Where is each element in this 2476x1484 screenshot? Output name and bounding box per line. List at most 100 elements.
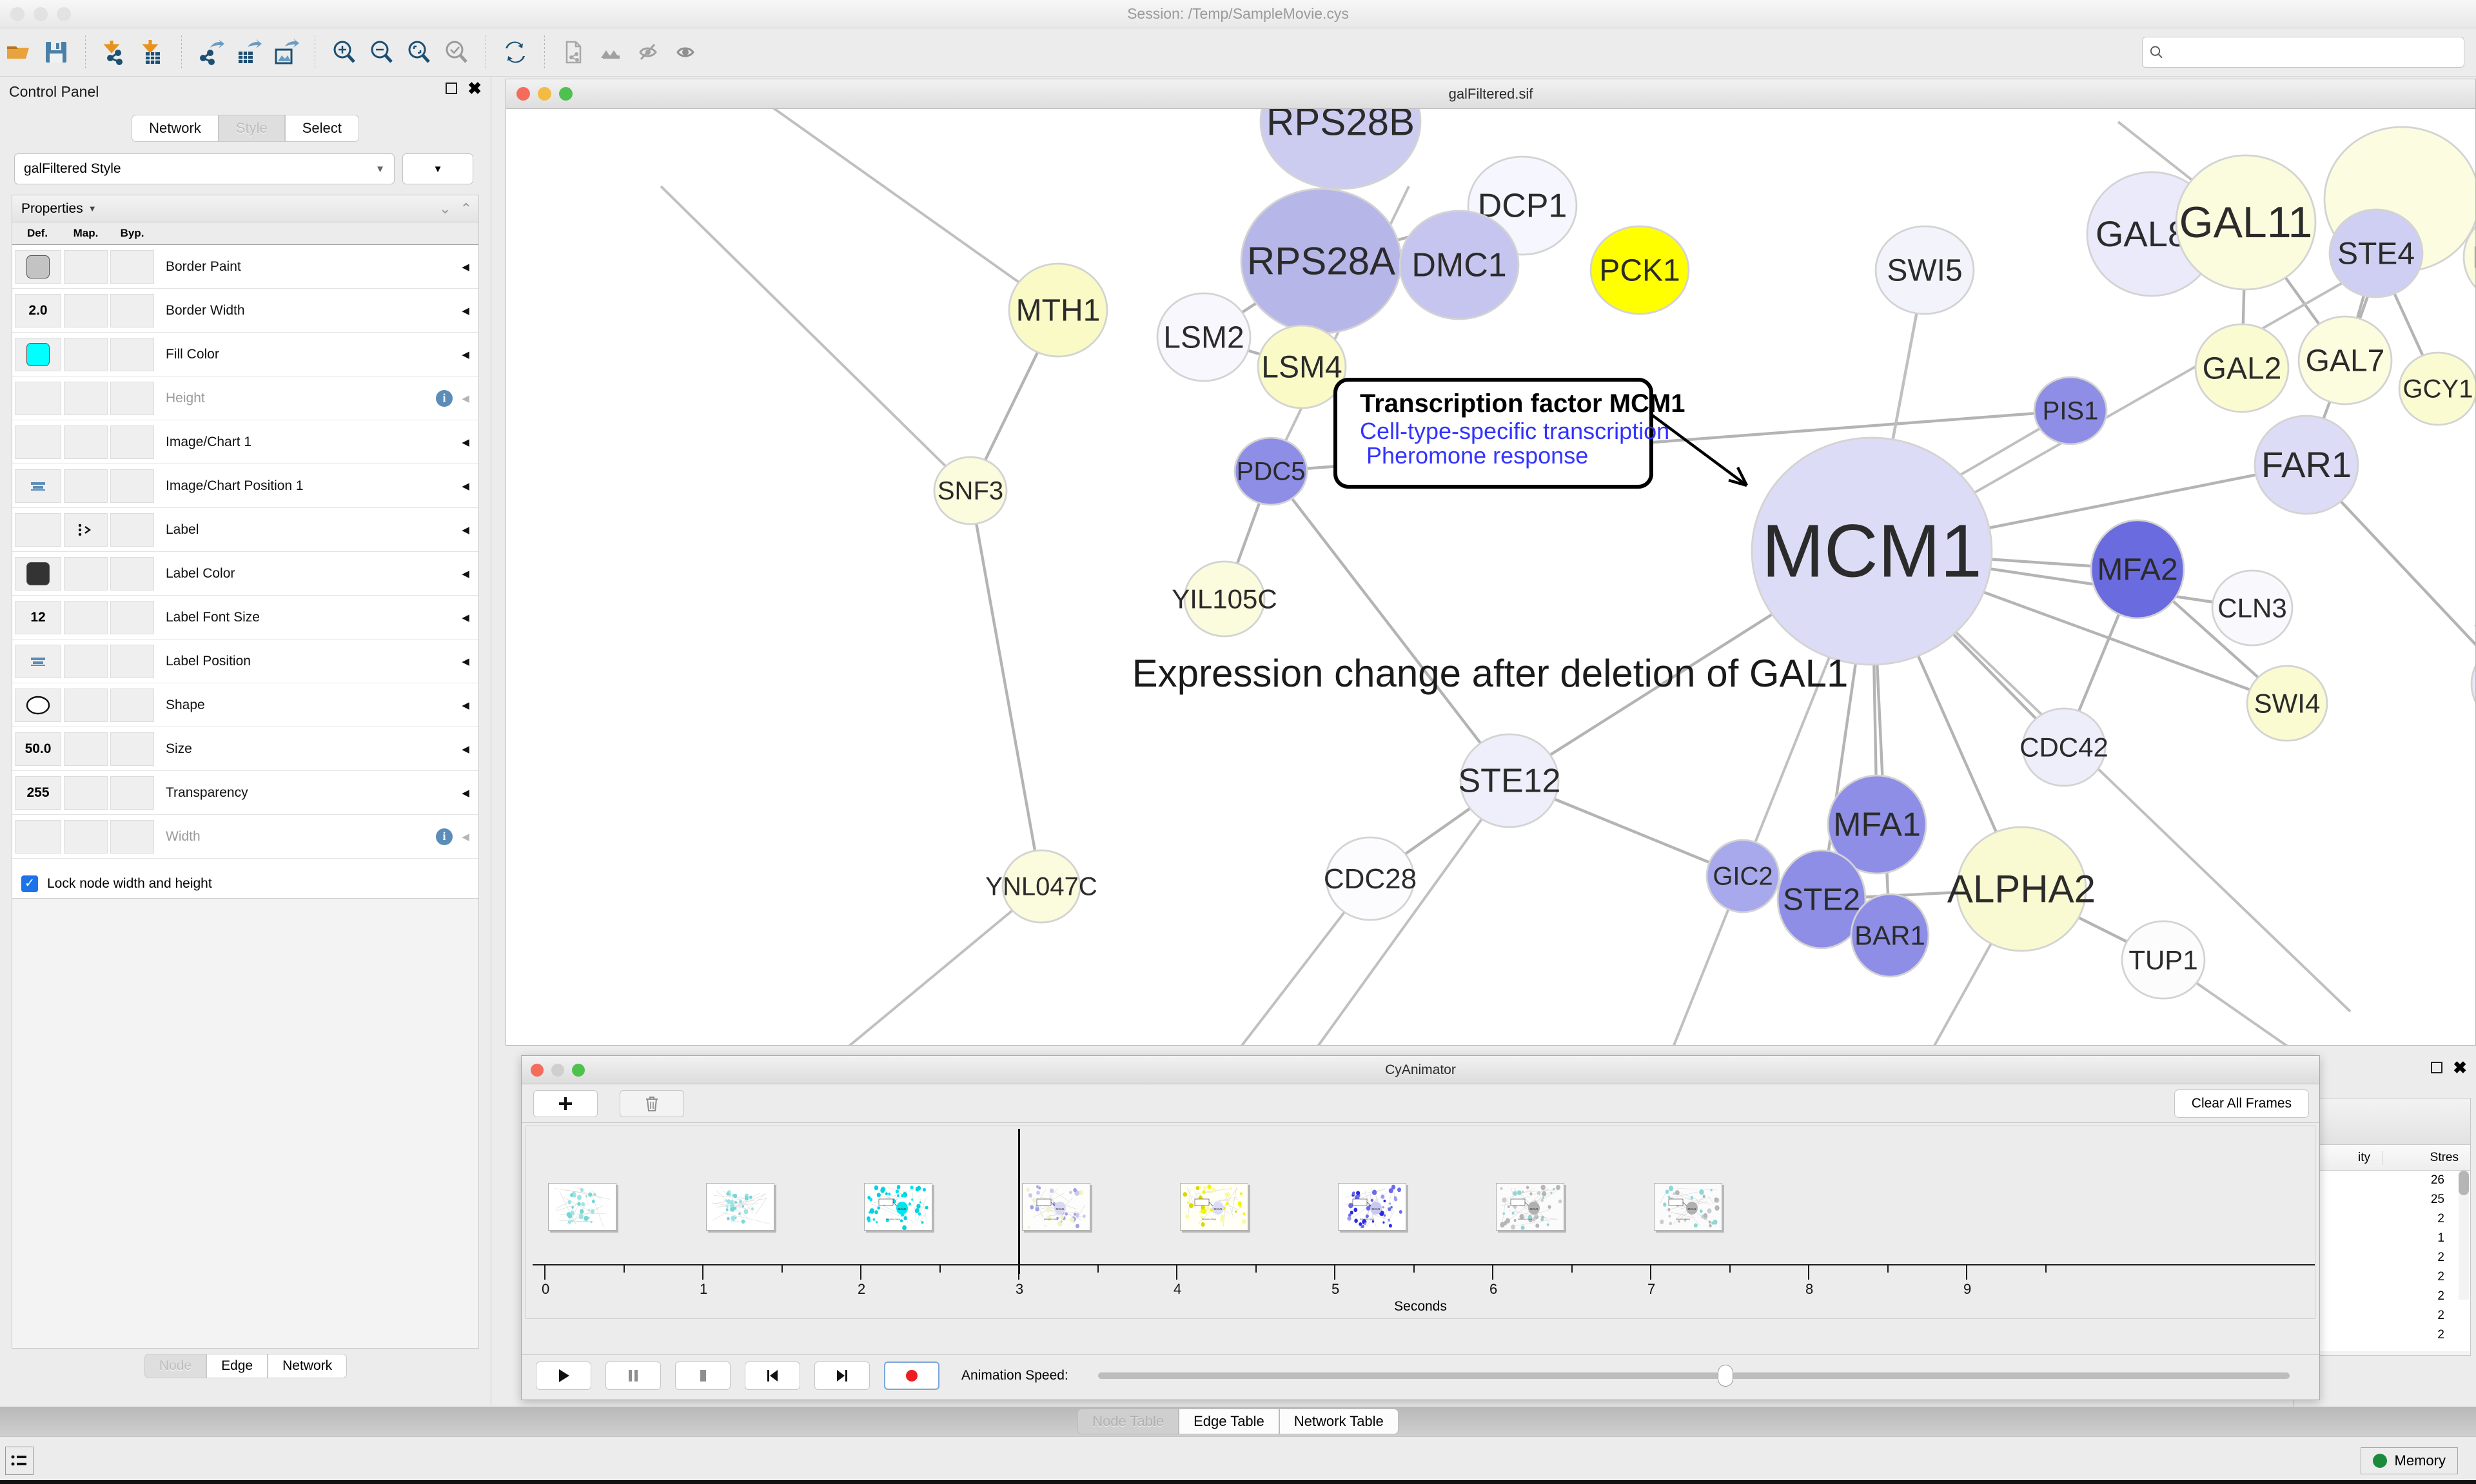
property-mapping-cell[interactable] xyxy=(64,688,108,722)
expand-property-icon[interactable]: ◀ xyxy=(462,612,469,623)
network-node-lsm2[interactable]: LSM2 xyxy=(1156,292,1252,382)
first-neighbors-icon[interactable] xyxy=(593,34,630,71)
property-mapping-cell[interactable] xyxy=(64,293,108,327)
record-button[interactable] xyxy=(884,1361,939,1390)
property-row[interactable]: Image/Chart Position 1 ◀ xyxy=(12,464,478,508)
memory-status-button[interactable]: Memory xyxy=(2360,1447,2458,1474)
data-table[interactable]: ity Stres 26 25 2 1 2 2 2 2 2 xyxy=(2294,1145,2470,1351)
network-node-rps28a[interactable]: RPS28A xyxy=(1240,188,1402,335)
property-mapping-cell[interactable] xyxy=(64,513,108,547)
property-row[interactable]: 255 Transparency ◀ xyxy=(12,771,478,815)
network-node-alpha2[interactable]: ALPHA2 xyxy=(1947,826,2096,952)
network-node-swi5[interactable]: SWI5 xyxy=(1874,225,1975,315)
zoom-selected-icon[interactable] xyxy=(438,34,475,71)
hide-selected-icon[interactable] xyxy=(630,34,667,71)
table-row[interactable]: 1 xyxy=(2294,1229,2470,1248)
network-node-hap2[interactable]: HAP2 xyxy=(2462,211,2475,304)
float-panel-icon[interactable] xyxy=(446,83,458,94)
property-row[interactable]: Label ◀ xyxy=(12,508,478,552)
network-node-slt2[interactable]: SLT2 xyxy=(2470,643,2475,725)
property-bypass-cell[interactable] xyxy=(110,293,154,327)
tab-network[interactable]: Network xyxy=(132,115,219,142)
property-default-cell[interactable] xyxy=(15,337,61,371)
maximize-network-button[interactable] xyxy=(559,87,573,101)
window-controls[interactable] xyxy=(10,7,71,21)
network-node-ynl047c[interactable]: YNL047C xyxy=(985,849,1097,924)
property-row[interactable]: 12 Label Font Size ◀ xyxy=(12,596,478,639)
animation-frame-thumbnail[interactable]: MCM1 Expression change xyxy=(864,1183,932,1231)
network-node-mth1[interactable]: MTH1 xyxy=(1008,262,1108,358)
property-row[interactable]: Shape ◀ xyxy=(12,683,478,727)
expand-property-icon[interactable]: ◀ xyxy=(462,349,469,360)
maximize-window-button[interactable] xyxy=(57,7,71,21)
zoom-out-icon[interactable] xyxy=(363,34,400,71)
property-default-cell[interactable] xyxy=(15,249,61,284)
network-node-ste4[interactable]: STE4 xyxy=(2328,208,2424,298)
search-input[interactable] xyxy=(2163,44,2457,60)
zoom-in-icon[interactable] xyxy=(326,34,363,71)
network-node-pdc5[interactable]: PDC5 xyxy=(1233,436,1308,506)
property-bypass-cell[interactable] xyxy=(110,688,154,722)
expand-property-icon[interactable]: ◀ xyxy=(462,831,469,843)
network-node-pis1[interactable]: PIS1 xyxy=(2033,376,2108,445)
network-node-mcm1[interactable]: MCM1 xyxy=(1751,436,1993,666)
expand-property-icon[interactable]: ◀ xyxy=(462,305,469,317)
animation-frame-thumbnail[interactable]: MCM1 Expression change xyxy=(1338,1183,1406,1231)
property-mapping-cell[interactable] xyxy=(64,556,108,591)
property-bypass-cell[interactable] xyxy=(110,469,154,503)
close-window-button[interactable] xyxy=(10,7,25,21)
network-edge[interactable] xyxy=(738,109,1059,311)
close-panel-icon[interactable]: ✖ xyxy=(467,79,482,98)
play-button[interactable] xyxy=(536,1361,591,1390)
network-node-bar1[interactable]: BAR1 xyxy=(1850,893,1930,978)
network-node-cln3[interactable]: CLN3 xyxy=(2211,569,2294,647)
expand-property-icon[interactable]: ◀ xyxy=(462,436,469,448)
network-node-snf3[interactable]: SNF3 xyxy=(933,456,1008,525)
save-icon[interactable] xyxy=(37,34,75,71)
table-row[interactable]: 26 xyxy=(2294,1171,2470,1190)
tab-edge-table[interactable]: Edge Table xyxy=(1179,1409,1279,1434)
chevron-down-icon[interactable]: ▼ xyxy=(88,204,97,213)
network-edge[interactable] xyxy=(829,885,1043,1045)
skip-end-button[interactable] xyxy=(814,1361,870,1390)
expand-property-icon[interactable]: ◀ xyxy=(462,568,469,580)
property-bypass-cell[interactable] xyxy=(110,600,154,634)
property-mapping-cell[interactable] xyxy=(64,732,108,766)
property-bypass-cell[interactable] xyxy=(110,776,154,810)
property-row[interactable]: 2.0 Border Width ◀ xyxy=(12,289,478,333)
animation-frame-thumbnail[interactable]: MCM1 Expression change xyxy=(1496,1183,1564,1231)
property-row[interactable]: Fill Color ◀ xyxy=(12,333,478,376)
property-default-cell[interactable] xyxy=(15,556,61,591)
table-row[interactable]: 2 xyxy=(2294,1267,2470,1287)
property-mapping-cell[interactable] xyxy=(64,469,108,503)
network-edge[interactable] xyxy=(660,185,972,492)
export-network-icon[interactable] xyxy=(192,34,230,71)
network-node-pck1[interactable]: PCK1 xyxy=(1589,225,1690,315)
property-bypass-cell[interactable] xyxy=(110,819,154,854)
expand-property-icon[interactable]: ◀ xyxy=(462,699,469,711)
animation-timeline[interactable]: Expression change Expression change MCM1 Ex… xyxy=(526,1126,2315,1319)
network-node-gcy1[interactable]: GCY1 xyxy=(2398,351,2475,426)
collapse-all-icon[interactable]: ⌃ xyxy=(460,200,472,217)
pause-button[interactable] xyxy=(605,1361,661,1390)
animation-speed-slider[interactable] xyxy=(1097,1364,2290,1387)
network-window-controls[interactable] xyxy=(516,87,573,101)
timeline-playhead[interactable] xyxy=(1018,1129,1020,1274)
style-options-menu[interactable]: ▼ xyxy=(402,153,473,184)
property-default-cell[interactable] xyxy=(15,644,61,678)
property-mapping-cell[interactable] xyxy=(64,249,108,284)
info-icon[interactable]: i xyxy=(436,389,453,407)
network-node-tup1[interactable]: TUP1 xyxy=(2121,920,2206,1000)
property-bypass-cell[interactable] xyxy=(110,644,154,678)
property-row[interactable]: Image/Chart 1 ◀ xyxy=(12,420,478,464)
animation-frame-thumbnail[interactable]: MCM1 Expression change xyxy=(1180,1183,1248,1231)
property-bypass-cell[interactable] xyxy=(110,513,154,547)
expand-property-icon[interactable]: ◀ xyxy=(462,480,469,492)
network-canvas[interactable]: RPS28B DCP1 RPS28A DMC1 PCK1 SWI5 GAL80 GAL11 ST… xyxy=(506,109,2475,1045)
export-table-icon[interactable] xyxy=(230,34,267,71)
network-node-mfa2[interactable]: MFA2 xyxy=(2090,519,2185,620)
property-mapping-cell[interactable] xyxy=(64,819,108,854)
network-node-ste2[interactable]: STE2 xyxy=(1776,849,1867,950)
expand-property-icon[interactable]: ◀ xyxy=(462,524,469,536)
cyanimator-window-controls[interactable] xyxy=(531,1063,585,1077)
